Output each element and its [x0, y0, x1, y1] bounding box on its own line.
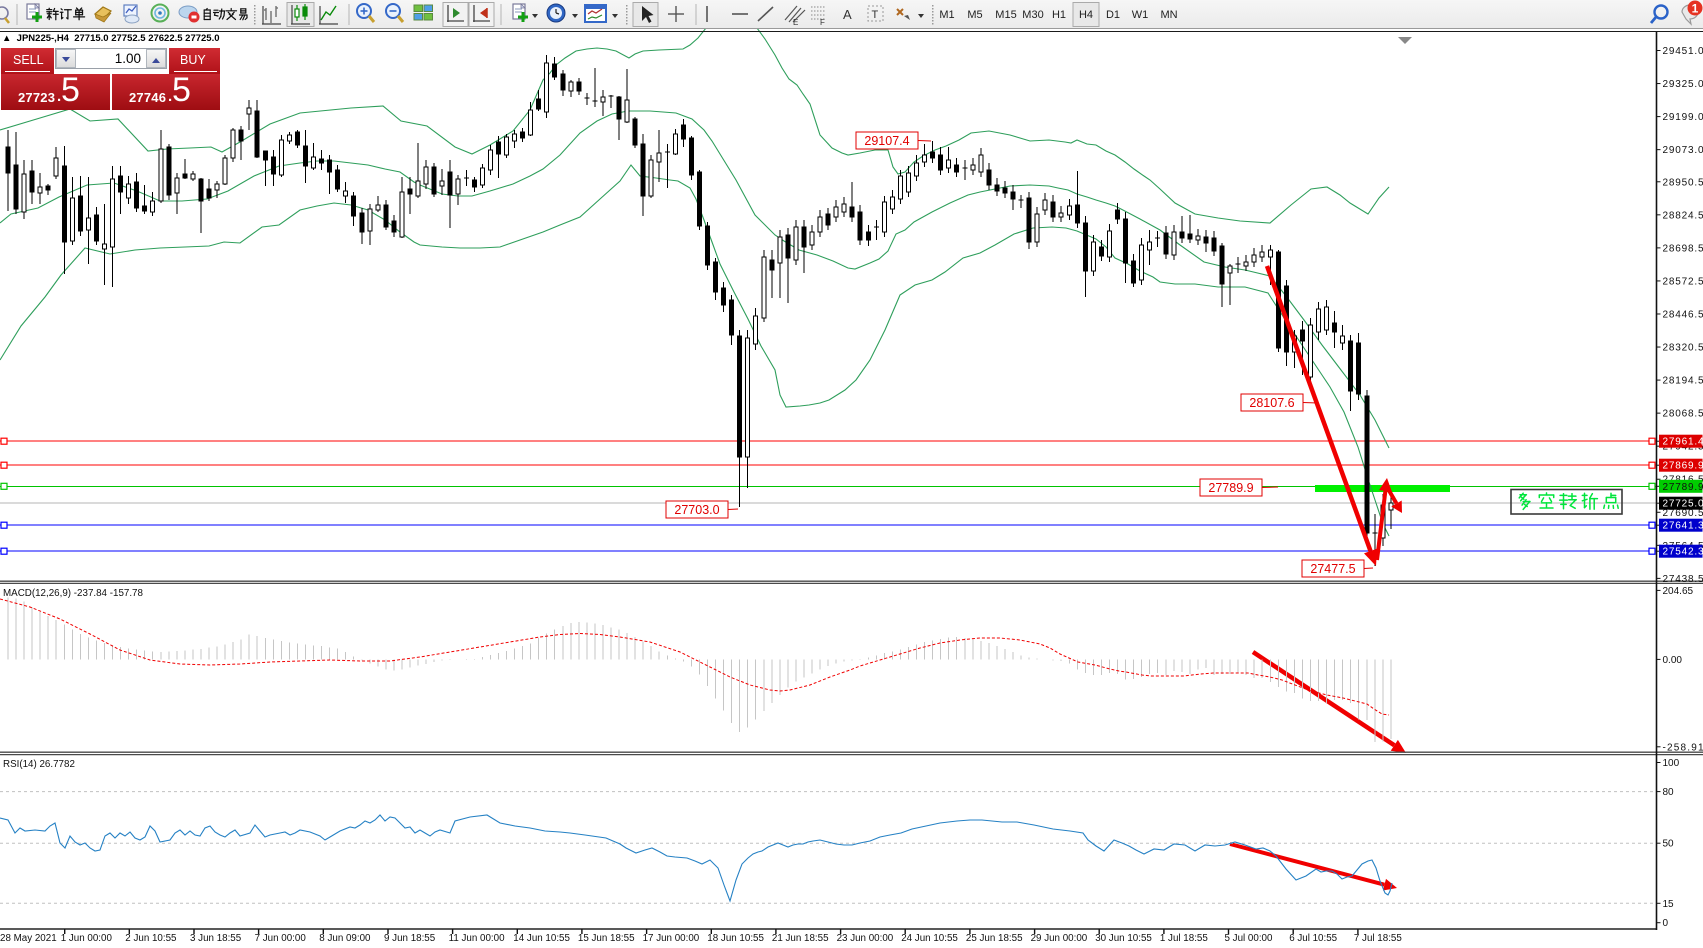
- svg-text:28446.5: 28446.5: [1663, 309, 1703, 320]
- svg-text:17 Jun 00:00: 17 Jun 00:00: [643, 933, 700, 944]
- svg-text:25 Jun 18:55: 25 Jun 18:55: [966, 933, 1023, 944]
- svg-text:27725.0: 27725.0: [1663, 499, 1703, 510]
- svg-text:29107.4: 29107.4: [864, 134, 909, 148]
- svg-text:M1: M1: [939, 9, 954, 21]
- svg-text:H1: H1: [1052, 9, 1066, 21]
- svg-text:29325.0: 29325.0: [1663, 79, 1703, 90]
- svg-text:27961.4: 27961.4: [1663, 437, 1703, 448]
- svg-text:D1: D1: [1106, 9, 1120, 21]
- svg-text:1 Jun 00:00: 1 Jun 00:00: [61, 933, 113, 944]
- svg-text:-258.91: -258.91: [1663, 742, 1703, 753]
- svg-text:3 Jun 18:55: 3 Jun 18:55: [190, 933, 242, 944]
- svg-text:27690.5: 27690.5: [1663, 508, 1703, 519]
- svg-text:28950.5: 28950.5: [1663, 177, 1703, 188]
- svg-text:27789.9: 27789.9: [1208, 481, 1253, 495]
- svg-text:204.65: 204.65: [1663, 586, 1694, 597]
- svg-text:30 Jun 10:55: 30 Jun 10:55: [1095, 933, 1152, 944]
- svg-text:W1: W1: [1132, 9, 1149, 21]
- svg-text:28572.5: 28572.5: [1663, 276, 1703, 287]
- svg-text:M15: M15: [995, 9, 1016, 21]
- svg-text:15: 15: [1663, 899, 1675, 910]
- svg-text:29 Jun 00:00: 29 Jun 00:00: [1031, 933, 1088, 944]
- svg-text:6 Jul 10:55: 6 Jul 10:55: [1289, 933, 1337, 944]
- svg-text:24 Jun 10:55: 24 Jun 10:55: [901, 933, 958, 944]
- svg-text:1: 1: [1692, 2, 1699, 16]
- svg-text:8 Jun 09:00: 8 Jun 09:00: [319, 933, 371, 944]
- svg-text:1 Jul 18:55: 1 Jul 18:55: [1160, 933, 1208, 944]
- svg-text:28107.6: 28107.6: [1249, 396, 1294, 410]
- svg-text:28068.5: 28068.5: [1663, 409, 1703, 420]
- svg-text:MACD(12,26,9) -237.84 -157.78: MACD(12,26,9) -237.84 -157.78: [3, 588, 144, 599]
- svg-text:27477.5: 27477.5: [1310, 562, 1355, 576]
- svg-text:M30: M30: [1022, 9, 1043, 21]
- svg-text:9 Jun 18:55: 9 Jun 18:55: [384, 933, 436, 944]
- svg-text:29073.0: 29073.0: [1663, 145, 1703, 156]
- svg-text:27641.3: 27641.3: [1663, 521, 1703, 532]
- svg-text:27542.3: 27542.3: [1663, 547, 1703, 558]
- svg-text:F: F: [820, 18, 825, 27]
- svg-text:27869.9: 27869.9: [1663, 461, 1703, 472]
- svg-text:50: 50: [1663, 839, 1675, 850]
- svg-text:27438.5: 27438.5: [1663, 574, 1703, 585]
- svg-text:A: A: [843, 7, 852, 22]
- svg-text:H4: H4: [1079, 9, 1093, 21]
- svg-text:MN: MN: [1160, 9, 1177, 21]
- svg-text:28698.5: 28698.5: [1663, 243, 1703, 254]
- svg-text:T: T: [872, 9, 879, 21]
- svg-text:2 Jun 10:55: 2 Jun 10:55: [125, 933, 177, 944]
- svg-text:29451.0: 29451.0: [1663, 46, 1703, 57]
- svg-text:7 Jul 18:55: 7 Jul 18:55: [1354, 933, 1402, 944]
- svg-text:5 Jul 00:00: 5 Jul 00:00: [1225, 933, 1273, 944]
- svg-text:28194.5: 28194.5: [1663, 376, 1703, 387]
- svg-text:M5: M5: [967, 9, 982, 21]
- svg-text:29199.0: 29199.0: [1663, 112, 1703, 123]
- svg-text:28824.5: 28824.5: [1663, 210, 1703, 221]
- svg-text:21 Jun 18:55: 21 Jun 18:55: [772, 933, 829, 944]
- svg-text:28 May 2021: 28 May 2021: [0, 933, 57, 944]
- svg-text:27703.0: 27703.0: [674, 503, 719, 517]
- svg-text:80: 80: [1663, 787, 1675, 798]
- svg-text:RSI(14) 26.7782: RSI(14) 26.7782: [3, 759, 75, 770]
- svg-text:7 Jun 00:00: 7 Jun 00:00: [255, 933, 307, 944]
- svg-text:18 Jun 10:55: 18 Jun 10:55: [707, 933, 764, 944]
- svg-text:23 Jun 00:00: 23 Jun 00:00: [837, 933, 894, 944]
- svg-text:28320.5: 28320.5: [1663, 343, 1703, 354]
- svg-text:15 Jun 18:55: 15 Jun 18:55: [578, 933, 635, 944]
- svg-text:0: 0: [1663, 918, 1669, 929]
- svg-text:11 Jun 00:00: 11 Jun 00:00: [449, 933, 505, 944]
- svg-text:27789.9: 27789.9: [1663, 482, 1703, 493]
- svg-text:14 Jun 10:55: 14 Jun 10:55: [513, 933, 570, 944]
- svg-text:100: 100: [1663, 758, 1680, 769]
- svg-text:E: E: [793, 18, 798, 27]
- svg-text:0.00: 0.00: [1663, 655, 1683, 666]
